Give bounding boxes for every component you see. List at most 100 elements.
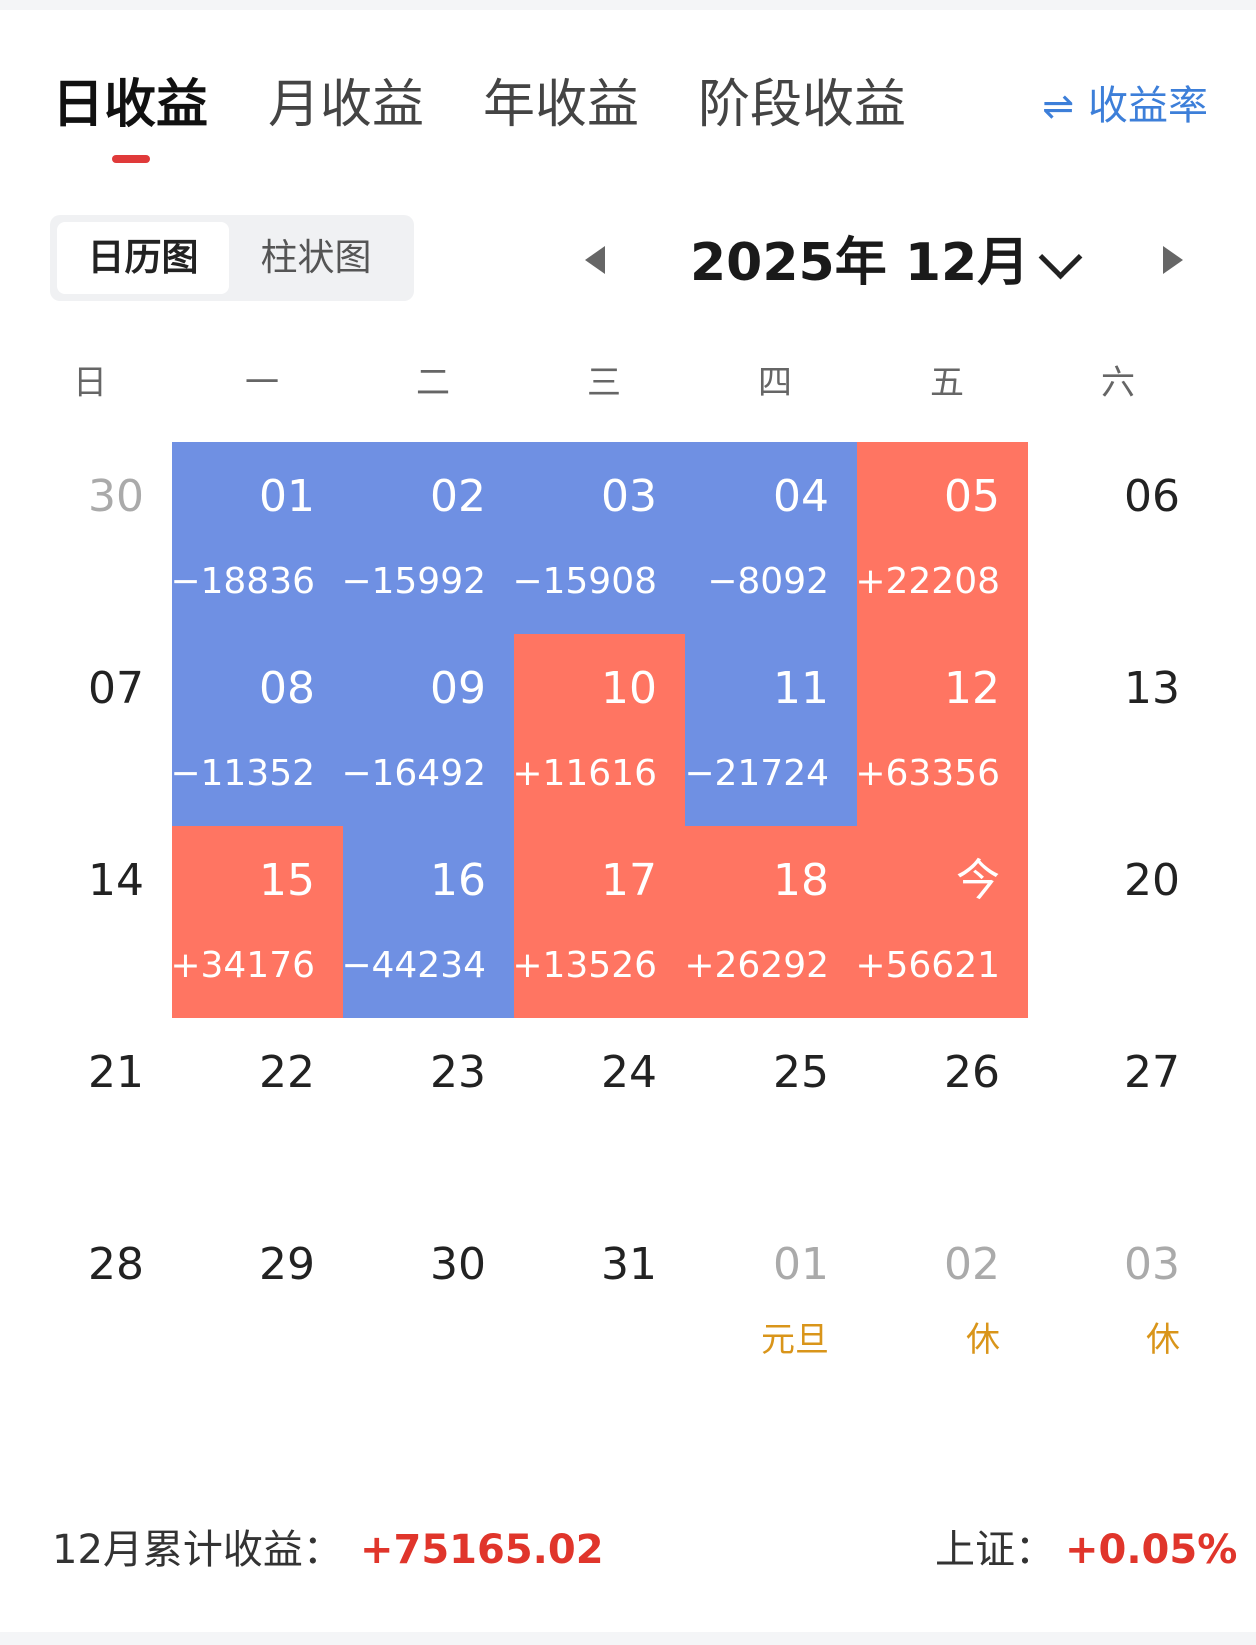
calendar-view-button[interactable]: 日历图: [57, 222, 229, 294]
day-earnings-amount: +56621: [855, 945, 1000, 986]
day-number: 02: [944, 1239, 1000, 1290]
calendar-grid: 30 01 −18836 02 −15992 03 −15908 04 −8092 05 +2220…: [0, 442, 1256, 1452]
day-number: 14: [88, 855, 144, 906]
calendar-day-cell[interactable]: 20: [1028, 826, 1208, 1018]
day-number: 17: [601, 855, 657, 906]
day-number: 04: [773, 471, 829, 522]
calendar-day-cell[interactable]: 31: [514, 1210, 685, 1402]
day-number: 31: [601, 1239, 657, 1290]
calendar-day-cell[interactable]: 25: [685, 1018, 857, 1210]
earnings-tabs: 日收益 月收益 年收益 阶段收益 ⇌ 收益率: [0, 10, 1256, 180]
calendar-day-cell[interactable]: 05 +22208: [855, 442, 1028, 634]
day-number: 07: [88, 663, 144, 714]
calendar-day-cell[interactable]: 03 −15908: [512, 442, 685, 634]
calendar-day-cell[interactable]: 04 −8092: [685, 442, 857, 634]
calendar-day-cell[interactable]: 02 休: [857, 1210, 1028, 1402]
chevron-down-icon[interactable]: [1038, 235, 1083, 280]
next-month-icon[interactable]: [1163, 246, 1183, 274]
day-number: 20: [1124, 855, 1180, 906]
day-number: 今: [956, 855, 1000, 906]
day-earnings-amount: −16492: [341, 753, 486, 794]
calendar-day-cell[interactable]: 02 −15992: [341, 442, 514, 634]
calendar-day-cell[interactable]: 12 +63356: [855, 634, 1028, 826]
day-number: 26: [944, 1047, 1000, 1098]
tab-daily-earnings[interactable]: 日收益: [52, 75, 209, 135]
active-tab-indicator: [112, 155, 150, 163]
day-number: 27: [1124, 1047, 1180, 1098]
calendar-day-cell[interactable]: 01 元旦: [685, 1210, 857, 1402]
rate-toggle-button[interactable]: ⇌ 收益率: [1042, 78, 1208, 134]
calendar-day-cell[interactable]: 06: [1028, 442, 1208, 634]
tab-period-earnings[interactable]: 阶段收益: [698, 75, 907, 135]
day-number: 16: [430, 855, 486, 906]
day-earnings-amount: +11616: [512, 753, 657, 794]
cumulative-earnings-label: 12月累计收益：: [52, 1527, 343, 1573]
earnings-calendar-card: 日收益 月收益 年收益 阶段收益 ⇌ 收益率 日历图 柱状图 2025年 12月 …: [0, 10, 1256, 1632]
day-number: 18: [773, 855, 829, 906]
day-number: 13: [1124, 663, 1180, 714]
day-number: 01: [773, 1239, 829, 1290]
weekday-header: 日 一 二 三 四 五 六: [0, 355, 1256, 405]
tab-monthly-earnings[interactable]: 月收益: [268, 75, 425, 135]
day-number: 29: [259, 1239, 315, 1290]
day-earnings-amount: −11352: [170, 753, 315, 794]
day-earnings-amount: +22208: [855, 561, 1000, 602]
calendar-day-cell[interactable]: 30: [343, 1210, 514, 1402]
calendar-day-cell[interactable]: 今 +56621: [855, 826, 1028, 1018]
calendar-day-cell[interactable]: 01 −18836: [170, 442, 343, 634]
calendar-day-cell[interactable]: 30: [0, 442, 172, 634]
tab-yearly-earnings[interactable]: 年收益: [483, 75, 640, 135]
index-change-value: +0.05%: [1065, 1527, 1238, 1573]
calendar-day-cell[interactable]: 23: [343, 1018, 514, 1210]
calendar-day-cell[interactable]: 24: [514, 1018, 685, 1210]
holiday-label: 休: [1146, 1320, 1180, 1360]
weekday-label: 三: [587, 363, 621, 403]
day-number: 11: [773, 663, 829, 714]
calendar-day-cell[interactable]: 09 −16492: [341, 634, 514, 826]
day-number: 22: [259, 1047, 315, 1098]
weekday-label: 日: [73, 363, 107, 403]
calendar-day-cell[interactable]: 14: [0, 826, 172, 1018]
day-number: 23: [430, 1047, 486, 1098]
bar-chart-view-button[interactable]: 柱状图: [260, 236, 372, 279]
calendar-day-cell[interactable]: 26: [857, 1018, 1028, 1210]
day-earnings-amount: −21724: [684, 753, 829, 794]
previous-month-icon[interactable]: [585, 246, 605, 274]
day-number: 30: [88, 471, 144, 522]
day-number: 03: [601, 471, 657, 522]
day-number: 15: [259, 855, 315, 906]
calendar-day-cell[interactable]: 03 休: [1028, 1210, 1208, 1402]
calendar-day-cell[interactable]: 27: [1028, 1018, 1208, 1210]
weekday-label: 五: [930, 363, 964, 403]
holiday-label: 元旦: [761, 1320, 829, 1360]
weekday-label: 一: [245, 363, 279, 403]
calendar-day-cell[interactable]: 22: [172, 1018, 343, 1210]
day-number: 25: [773, 1047, 829, 1098]
calendar-day-cell[interactable]: 28: [0, 1210, 172, 1402]
day-number: 21: [88, 1047, 144, 1098]
calendar-day-cell[interactable]: 10 +11616: [512, 634, 685, 826]
calendar-day-cell[interactable]: 07: [0, 634, 172, 826]
calendar-day-cell[interactable]: 16 −44234: [341, 826, 514, 1018]
calendar-day-cell[interactable]: 13: [1028, 634, 1208, 826]
day-number: 03: [1124, 1239, 1180, 1290]
calendar-day-cell[interactable]: 15 +34176: [170, 826, 343, 1018]
calendar-day-cell[interactable]: 11 −21724: [684, 634, 857, 826]
day-number: 01: [259, 471, 315, 522]
day-earnings-amount: −44234: [341, 945, 486, 986]
month-title[interactable]: 2025年 12月: [690, 233, 1030, 293]
calendar-day-cell[interactable]: 21: [0, 1018, 172, 1210]
view-toggle: 日历图 柱状图: [50, 215, 414, 301]
calendar-day-cell[interactable]: 18 +26292: [684, 826, 857, 1018]
day-number: 24: [601, 1047, 657, 1098]
day-earnings-amount: −18836: [170, 561, 315, 602]
index-label: 上证：: [935, 1527, 1055, 1573]
swap-arrows-icon: ⇌: [1042, 84, 1074, 128]
summary-footer: 12月累计收益： +75165.02 上证： +0.05%: [0, 1520, 1256, 1600]
day-number: 12: [944, 663, 1000, 714]
calendar-day-cell[interactable]: 08 −11352: [170, 634, 343, 826]
calendar-day-cell[interactable]: 29: [172, 1210, 343, 1402]
calendar-day-cell[interactable]: 17 +13526: [512, 826, 685, 1018]
day-earnings-amount: +63356: [855, 753, 1000, 794]
day-number: 09: [430, 663, 486, 714]
